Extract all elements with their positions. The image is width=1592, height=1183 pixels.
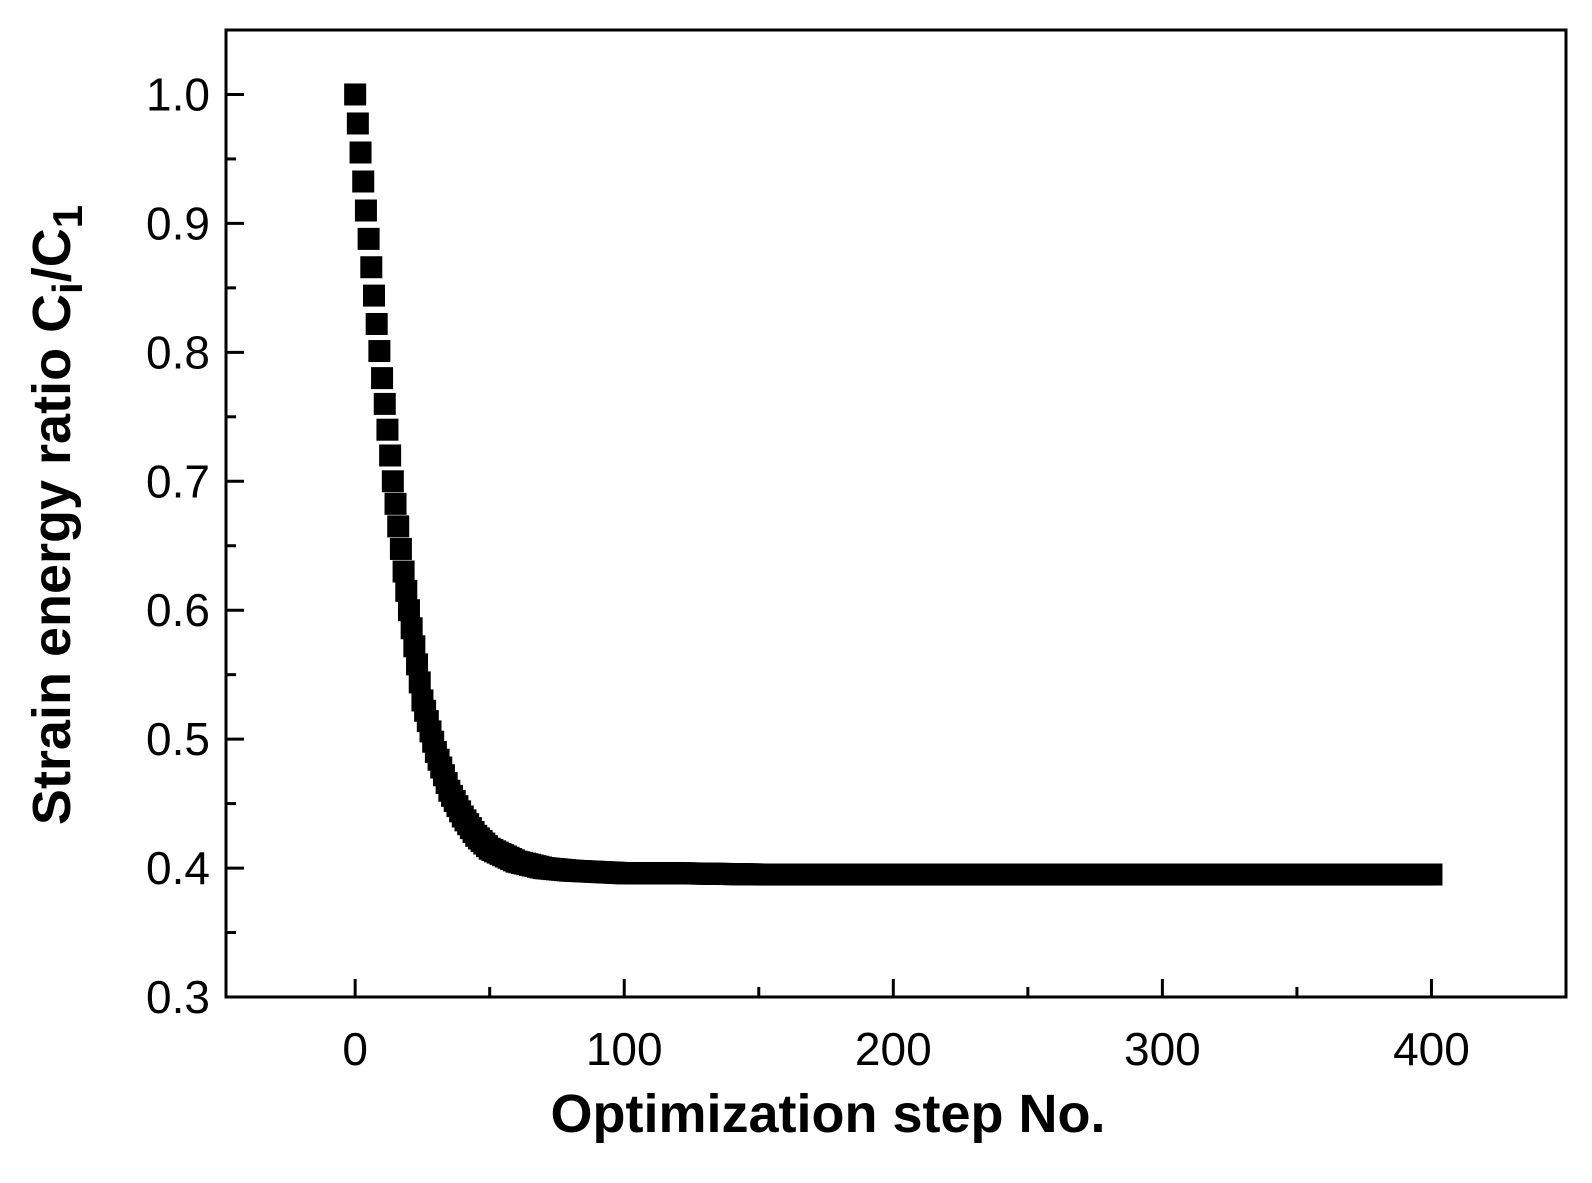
data-point: [408, 671, 431, 694]
x-tick-label: 0: [342, 1023, 368, 1075]
data-point: [381, 470, 404, 493]
data-point: [406, 653, 429, 676]
data-point: [365, 312, 388, 335]
data-markers: [344, 83, 1443, 886]
y-axis-title: Strain energy ratio Ci/C1: [22, 205, 91, 825]
data-point: [357, 227, 380, 250]
y-tick-label: 0.7: [146, 455, 210, 507]
data-point: [368, 340, 391, 363]
data-point: [349, 141, 372, 164]
y-tick-label: 0.9: [146, 197, 210, 249]
y-tick-label: 0.5: [146, 713, 210, 765]
y-axis-title-sub-i: i: [44, 282, 91, 294]
x-axis-title: Optimization step No.: [550, 1084, 1105, 1144]
data-point: [397, 599, 420, 622]
y-axis-title-group: Strain energy ratio Ci/C1: [22, 205, 91, 825]
x-tick-label: 300: [1124, 1023, 1201, 1075]
data-point: [362, 284, 385, 307]
y-axis-title-main: Strain energy ratio C: [22, 294, 82, 825]
data-point: [371, 367, 394, 390]
data-point: [373, 392, 396, 415]
y-axis-ticks: 0.3 0.4 0.5 0.6 0.7 0.8 0.9 1.0: [146, 68, 244, 1023]
data-point: [344, 83, 367, 106]
plot-frame: [224, 28, 1568, 999]
y-tick-label: 0.6: [146, 584, 210, 636]
data-point: [346, 112, 369, 135]
y-tick-label: 0.3: [146, 971, 210, 1023]
y-tick-label: 0.4: [146, 842, 210, 894]
x-tick-label: 400: [1393, 1023, 1470, 1075]
data-point: [360, 256, 383, 279]
x-tick-label: 100: [586, 1023, 663, 1075]
data-point: [376, 418, 399, 441]
x-tick-label: 200: [855, 1023, 932, 1075]
data-point: [400, 617, 423, 640]
data-point: [389, 537, 412, 560]
data-point: [354, 199, 377, 222]
x-axis-ticks: 0 100 200 300 400: [342, 979, 1470, 1075]
data-point: [403, 635, 426, 658]
data-point: [387, 515, 410, 538]
y-axis-title-mid: /C: [22, 228, 82, 282]
data-point: [395, 579, 418, 602]
y-tick-label: 1.0: [146, 68, 210, 120]
data-point: [392, 560, 415, 583]
y-axis-title-sub-1: 1: [44, 205, 91, 228]
data-point: [379, 444, 402, 467]
data-point: [352, 170, 375, 193]
data-point: [1420, 863, 1443, 886]
data-point: [384, 492, 407, 515]
y-tick-label: 0.8: [146, 326, 210, 378]
